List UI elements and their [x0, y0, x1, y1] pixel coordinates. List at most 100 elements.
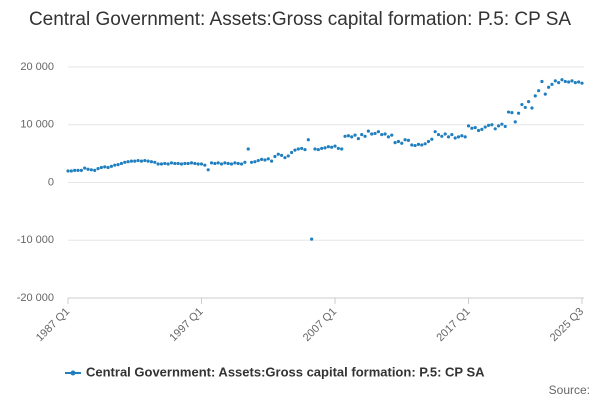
data-point	[269, 159, 274, 163]
data-point	[316, 147, 320, 152]
data-point	[533, 94, 537, 98]
data-point	[580, 81, 584, 85]
data-point	[300, 146, 304, 151]
data-point	[146, 159, 150, 163]
data-point	[547, 85, 551, 89]
data-point	[393, 141, 397, 145]
data-point	[236, 161, 240, 166]
data-point	[109, 164, 113, 168]
data-point	[163, 161, 167, 166]
data-point	[563, 79, 567, 84]
data-point	[76, 168, 80, 172]
data-point	[313, 147, 317, 151]
data-point	[420, 143, 424, 147]
data-point	[516, 111, 521, 115]
data-point	[286, 154, 290, 158]
data-point	[296, 147, 300, 151]
data-point	[209, 161, 214, 165]
data-point	[557, 80, 561, 85]
data-point	[166, 162, 170, 166]
data-point	[446, 135, 451, 139]
data-point	[366, 129, 370, 133]
data-point	[460, 134, 464, 138]
data-point	[169, 161, 174, 165]
data-point	[413, 143, 417, 148]
data-point	[239, 162, 244, 166]
data-point	[400, 141, 404, 145]
x-tick-label: 2025 Q3	[548, 306, 586, 344]
data-point	[176, 161, 180, 166]
data-point	[310, 237, 314, 241]
data-point	[510, 111, 514, 115]
data-point	[126, 160, 130, 164]
data-point	[410, 143, 414, 147]
data-point	[136, 158, 140, 163]
data-point	[537, 89, 541, 93]
data-point	[129, 159, 134, 163]
data-point	[226, 161, 230, 166]
data-point	[433, 130, 437, 134]
data-point	[249, 160, 254, 164]
data-point	[373, 131, 377, 136]
data-point	[119, 161, 124, 166]
data-point	[306, 138, 310, 142]
data-point	[353, 133, 357, 137]
x-tick-label: 2007 Q1	[301, 306, 339, 344]
data-point	[103, 165, 107, 169]
data-point	[326, 145, 330, 149]
data-point	[273, 154, 277, 159]
data-point	[333, 144, 337, 148]
source-label: Source:	[549, 383, 590, 397]
data-point	[560, 78, 564, 82]
data-point	[113, 163, 117, 167]
data-point	[456, 135, 461, 139]
data-point	[503, 124, 507, 129]
data-point	[99, 165, 103, 170]
data-point	[133, 159, 137, 163]
data-point	[259, 157, 264, 161]
data-point	[376, 130, 381, 134]
data-point	[243, 160, 247, 164]
data-point	[293, 148, 297, 152]
y-tick-label: 0	[48, 176, 54, 188]
data-point	[156, 162, 160, 166]
data-point	[143, 158, 147, 163]
y-tick-label: 10 000	[20, 119, 54, 131]
data-point	[493, 127, 497, 131]
data-point	[490, 123, 494, 127]
data-point	[506, 110, 511, 114]
data-point	[466, 124, 471, 128]
data-point	[83, 166, 87, 170]
legend-marker	[70, 370, 76, 376]
data-point	[520, 102, 524, 107]
data-point	[386, 135, 391, 139]
data-point	[513, 120, 517, 124]
data-point	[380, 132, 384, 137]
data-point	[350, 135, 354, 139]
data-point	[396, 139, 401, 144]
data-point	[290, 150, 294, 155]
chart-title: Central Government: Assets:Gross capital…	[28, 9, 572, 30]
data-point	[253, 160, 257, 164]
data-point	[443, 132, 447, 136]
data-point	[540, 79, 544, 84]
data-point	[577, 80, 581, 84]
data-point	[159, 162, 164, 166]
data-point	[283, 156, 287, 160]
data-point	[73, 168, 77, 172]
x-tick-label: 1987 Q1	[34, 306, 72, 344]
data-point	[183, 161, 187, 166]
y-tick-label: -10 000	[17, 234, 54, 246]
data-point	[89, 168, 93, 172]
data-point	[303, 147, 307, 152]
data-point	[470, 126, 474, 130]
data-point	[219, 162, 224, 166]
y-tick-label: -20 000	[17, 292, 54, 304]
data-point	[426, 139, 431, 144]
data-point	[570, 79, 574, 83]
data-point	[486, 123, 491, 127]
data-point	[530, 106, 534, 110]
data-point	[567, 80, 571, 84]
data-point	[263, 158, 267, 162]
